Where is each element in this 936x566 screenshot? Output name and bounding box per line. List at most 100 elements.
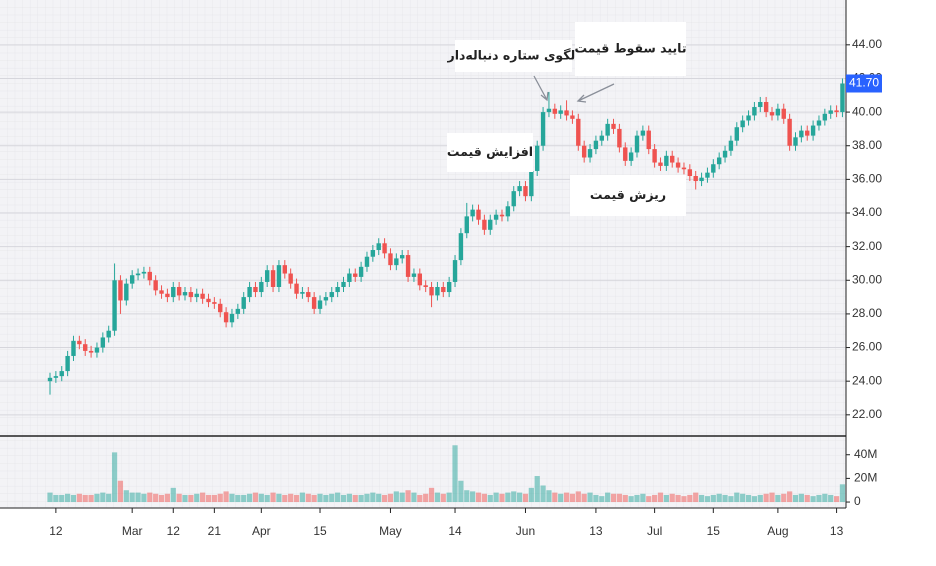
volume-bar <box>575 491 581 503</box>
candle-body <box>793 137 798 146</box>
volume-tick-label: 40M <box>854 447 877 461</box>
volume-bar <box>417 494 423 503</box>
volume-bar <box>223 491 229 503</box>
grid-pattern <box>0 0 846 508</box>
volume-bar <box>552 492 558 503</box>
candle-body <box>781 108 786 119</box>
x-tick-label: Aug <box>767 524 788 538</box>
candle-body <box>752 107 757 116</box>
candle-body <box>511 191 516 207</box>
y-tick-label: 26.00 <box>852 340 882 354</box>
price-marker <box>846 74 882 93</box>
volume-bar <box>129 492 135 503</box>
volume-bar <box>763 493 769 503</box>
volume-bar <box>517 492 523 503</box>
volume-bar <box>493 492 499 503</box>
candle-body <box>775 108 781 116</box>
x-tick-label: Jun <box>516 524 535 538</box>
arrows <box>533 75 615 103</box>
volume-bar <box>246 493 253 503</box>
volume-bar <box>757 494 763 503</box>
volume-bar <box>252 492 259 503</box>
volume-bar <box>329 493 335 503</box>
candle-body <box>564 110 569 116</box>
candle-body <box>740 120 745 128</box>
volume-bar <box>505 492 511 503</box>
candle-body <box>65 355 70 372</box>
candle-body <box>587 149 593 158</box>
volume-bar <box>616 493 622 503</box>
volume-bar <box>123 490 129 503</box>
volume-bar <box>681 496 687 503</box>
candle-body <box>458 233 464 261</box>
candle-body <box>523 186 528 197</box>
candle-body <box>77 340 82 345</box>
candle-body <box>417 273 423 286</box>
candle-body <box>171 287 176 298</box>
volume-bar <box>434 492 441 503</box>
candle-body <box>153 280 158 291</box>
volume-bar <box>839 484 846 503</box>
volume-bar <box>605 492 611 503</box>
volume-bar <box>65 493 71 503</box>
y-tick-label: 34.00 <box>852 205 882 219</box>
x-tick-label: 14 <box>448 524 462 538</box>
volume-bar <box>381 494 388 503</box>
volume-bar <box>751 496 757 503</box>
candle-body <box>306 292 311 298</box>
volume-bar <box>335 492 341 503</box>
candle-body <box>623 147 628 161</box>
volume-bar <box>657 492 664 503</box>
volume-bar <box>722 494 728 503</box>
candle-body <box>810 125 816 136</box>
volume-bar <box>106 493 112 503</box>
volume-tick-label: 0 <box>854 494 861 508</box>
x-tick-label: Mar <box>122 524 143 538</box>
volume-bar <box>158 494 165 503</box>
volume-bar <box>804 494 810 503</box>
candle-body <box>699 177 704 182</box>
candle-body <box>711 164 716 173</box>
volume-bar <box>135 492 141 503</box>
candle-body <box>382 243 387 254</box>
volume-bar <box>669 493 675 503</box>
x-tick-label: 15 <box>313 524 327 538</box>
volume-bar <box>358 494 364 503</box>
candle-body <box>576 118 581 146</box>
candle-body <box>376 243 381 250</box>
annotation: افزایش قیمت <box>447 144 533 159</box>
volume-bar <box>716 493 722 503</box>
candle-body <box>464 216 469 234</box>
candle-body <box>53 376 59 378</box>
volume-tick-label: 20M <box>854 471 877 485</box>
volume-bar <box>182 494 188 503</box>
candle-body <box>159 290 164 294</box>
candle-body <box>235 308 241 314</box>
candle-body <box>94 347 100 353</box>
candle-body <box>488 219 493 230</box>
volume-bar <box>276 493 282 503</box>
volume-bar <box>628 496 634 503</box>
volume-bar <box>194 493 200 503</box>
volume-bar <box>816 494 822 503</box>
volume-bar <box>828 494 834 503</box>
volume-bar <box>323 494 329 503</box>
volume-bar <box>781 493 787 503</box>
y-tick-label: 28.00 <box>852 306 882 320</box>
candle-body <box>194 293 199 298</box>
volume-bar <box>153 493 159 503</box>
volume-bar <box>111 452 118 503</box>
candle-body <box>546 108 552 113</box>
candle-body <box>705 172 710 178</box>
candle-body <box>212 302 217 304</box>
candle-body <box>106 330 111 338</box>
candle-body <box>347 273 352 282</box>
candle-body <box>716 157 722 165</box>
candle-body <box>834 110 839 113</box>
volume-bar <box>587 492 593 503</box>
volume-bar <box>235 494 241 503</box>
volume-bar <box>258 493 264 503</box>
candle-body <box>734 127 739 141</box>
volume-bar <box>317 493 323 503</box>
candle-body <box>124 283 129 301</box>
